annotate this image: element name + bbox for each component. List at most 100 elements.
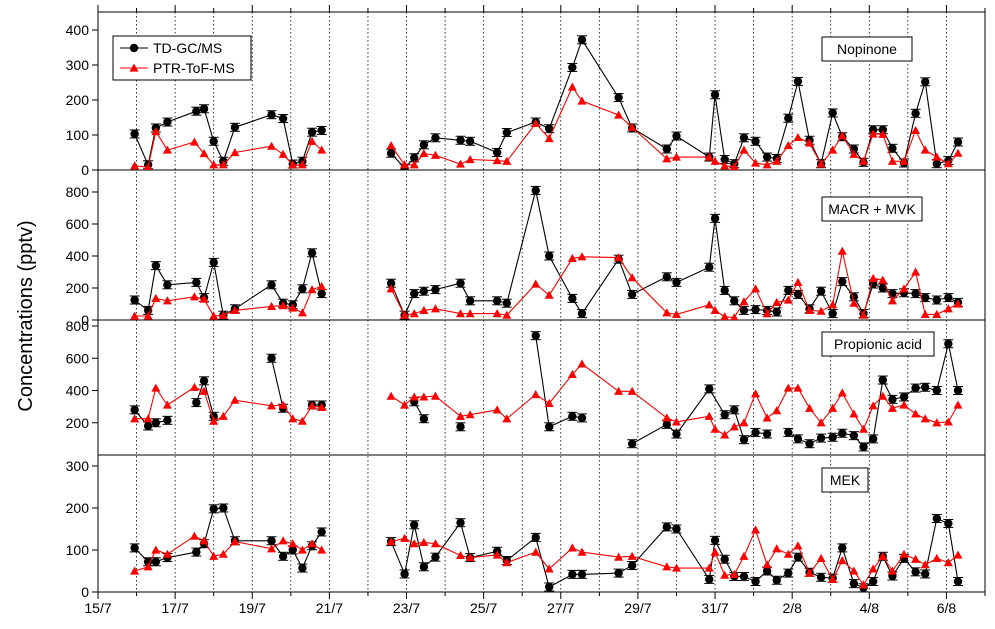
data-point [739, 551, 749, 560]
data-point [317, 126, 326, 135]
data-point [899, 400, 909, 409]
data-point [828, 309, 837, 318]
data-point [739, 418, 749, 427]
data-point [838, 543, 847, 553]
data-point [614, 253, 624, 262]
data-point [531, 186, 540, 195]
data-point [465, 410, 475, 419]
data-point [953, 299, 963, 308]
data-point [230, 537, 240, 546]
data-point [899, 392, 909, 402]
data-point [739, 145, 749, 154]
data-point [410, 520, 419, 529]
data-point [805, 439, 814, 448]
data-point [878, 551, 888, 560]
data-point [932, 295, 941, 305]
data-point [859, 156, 869, 165]
data-point [400, 533, 410, 542]
data-point [151, 557, 161, 566]
data-point [267, 401, 277, 410]
data-point [911, 109, 920, 118]
data-point [143, 557, 153, 566]
data-point [189, 382, 199, 391]
data-point [492, 309, 502, 318]
data-point [288, 303, 298, 312]
data-point [288, 539, 298, 548]
data-point [189, 531, 199, 540]
data-point [920, 560, 930, 569]
data-point [816, 553, 826, 562]
data-point [544, 290, 554, 299]
data-point [465, 296, 475, 305]
data-point [932, 386, 941, 395]
data-point [899, 156, 909, 165]
data-point [816, 573, 826, 582]
data-point [627, 439, 637, 448]
series-line [390, 528, 959, 586]
data-point [130, 566, 140, 575]
data-point [662, 420, 672, 429]
data-point [887, 296, 897, 305]
data-point [932, 418, 942, 427]
data-point [751, 577, 760, 586]
data-point [911, 409, 921, 418]
panel-labels: Nopinone MACR + MVK Propionic acid MEK [821, 36, 935, 493]
data-point [614, 386, 624, 395]
data-point [888, 395, 897, 404]
x-tick-label: 27/7 [547, 600, 574, 616]
data-point [278, 400, 288, 409]
data-point [878, 375, 888, 385]
data-point [419, 392, 429, 401]
data-point [805, 403, 815, 412]
data-point [762, 413, 772, 422]
data-point [545, 582, 554, 592]
data-point [805, 138, 815, 147]
data-point [672, 278, 681, 287]
x-tick-label: 23/7 [393, 600, 420, 616]
data-point [816, 418, 826, 427]
data-point [230, 305, 240, 314]
data-point [911, 125, 921, 135]
data-point [762, 160, 772, 169]
series-ptr-tof-ms [130, 82, 963, 170]
x-tick-label: 6/8 [937, 600, 957, 616]
data-point [751, 389, 761, 398]
series-line [787, 343, 959, 448]
data-point [430, 391, 440, 400]
data-point [465, 309, 475, 318]
data-point [739, 572, 749, 581]
data-point [288, 160, 298, 169]
data-point [932, 309, 942, 318]
data-point [710, 536, 720, 545]
data-point [317, 527, 326, 537]
data-point [887, 403, 897, 412]
data-point [899, 549, 909, 558]
data-point [887, 156, 897, 165]
data-point [278, 536, 288, 545]
data-point [267, 141, 277, 150]
data-point [816, 287, 826, 296]
data-point [751, 525, 761, 534]
legend-label: PTR-ToF-MS [153, 60, 235, 76]
data-point [953, 550, 963, 559]
data-point [419, 140, 429, 149]
data-point [307, 136, 317, 145]
data-point [772, 576, 781, 585]
y-tick-label: 200 [66, 92, 90, 108]
data-point [144, 162, 153, 170]
data-point [199, 104, 209, 113]
data-point [209, 551, 219, 560]
data-point [298, 284, 307, 293]
data-point [816, 159, 826, 168]
data-point [307, 248, 317, 257]
y-tick-label: 300 [66, 57, 90, 73]
data-point [230, 395, 240, 404]
data-point [130, 161, 140, 170]
data-point [130, 543, 139, 553]
data-point [218, 411, 228, 420]
data-point [317, 402, 327, 412]
data-point [828, 574, 838, 583]
data-point [267, 280, 276, 289]
data-point [720, 312, 729, 320]
